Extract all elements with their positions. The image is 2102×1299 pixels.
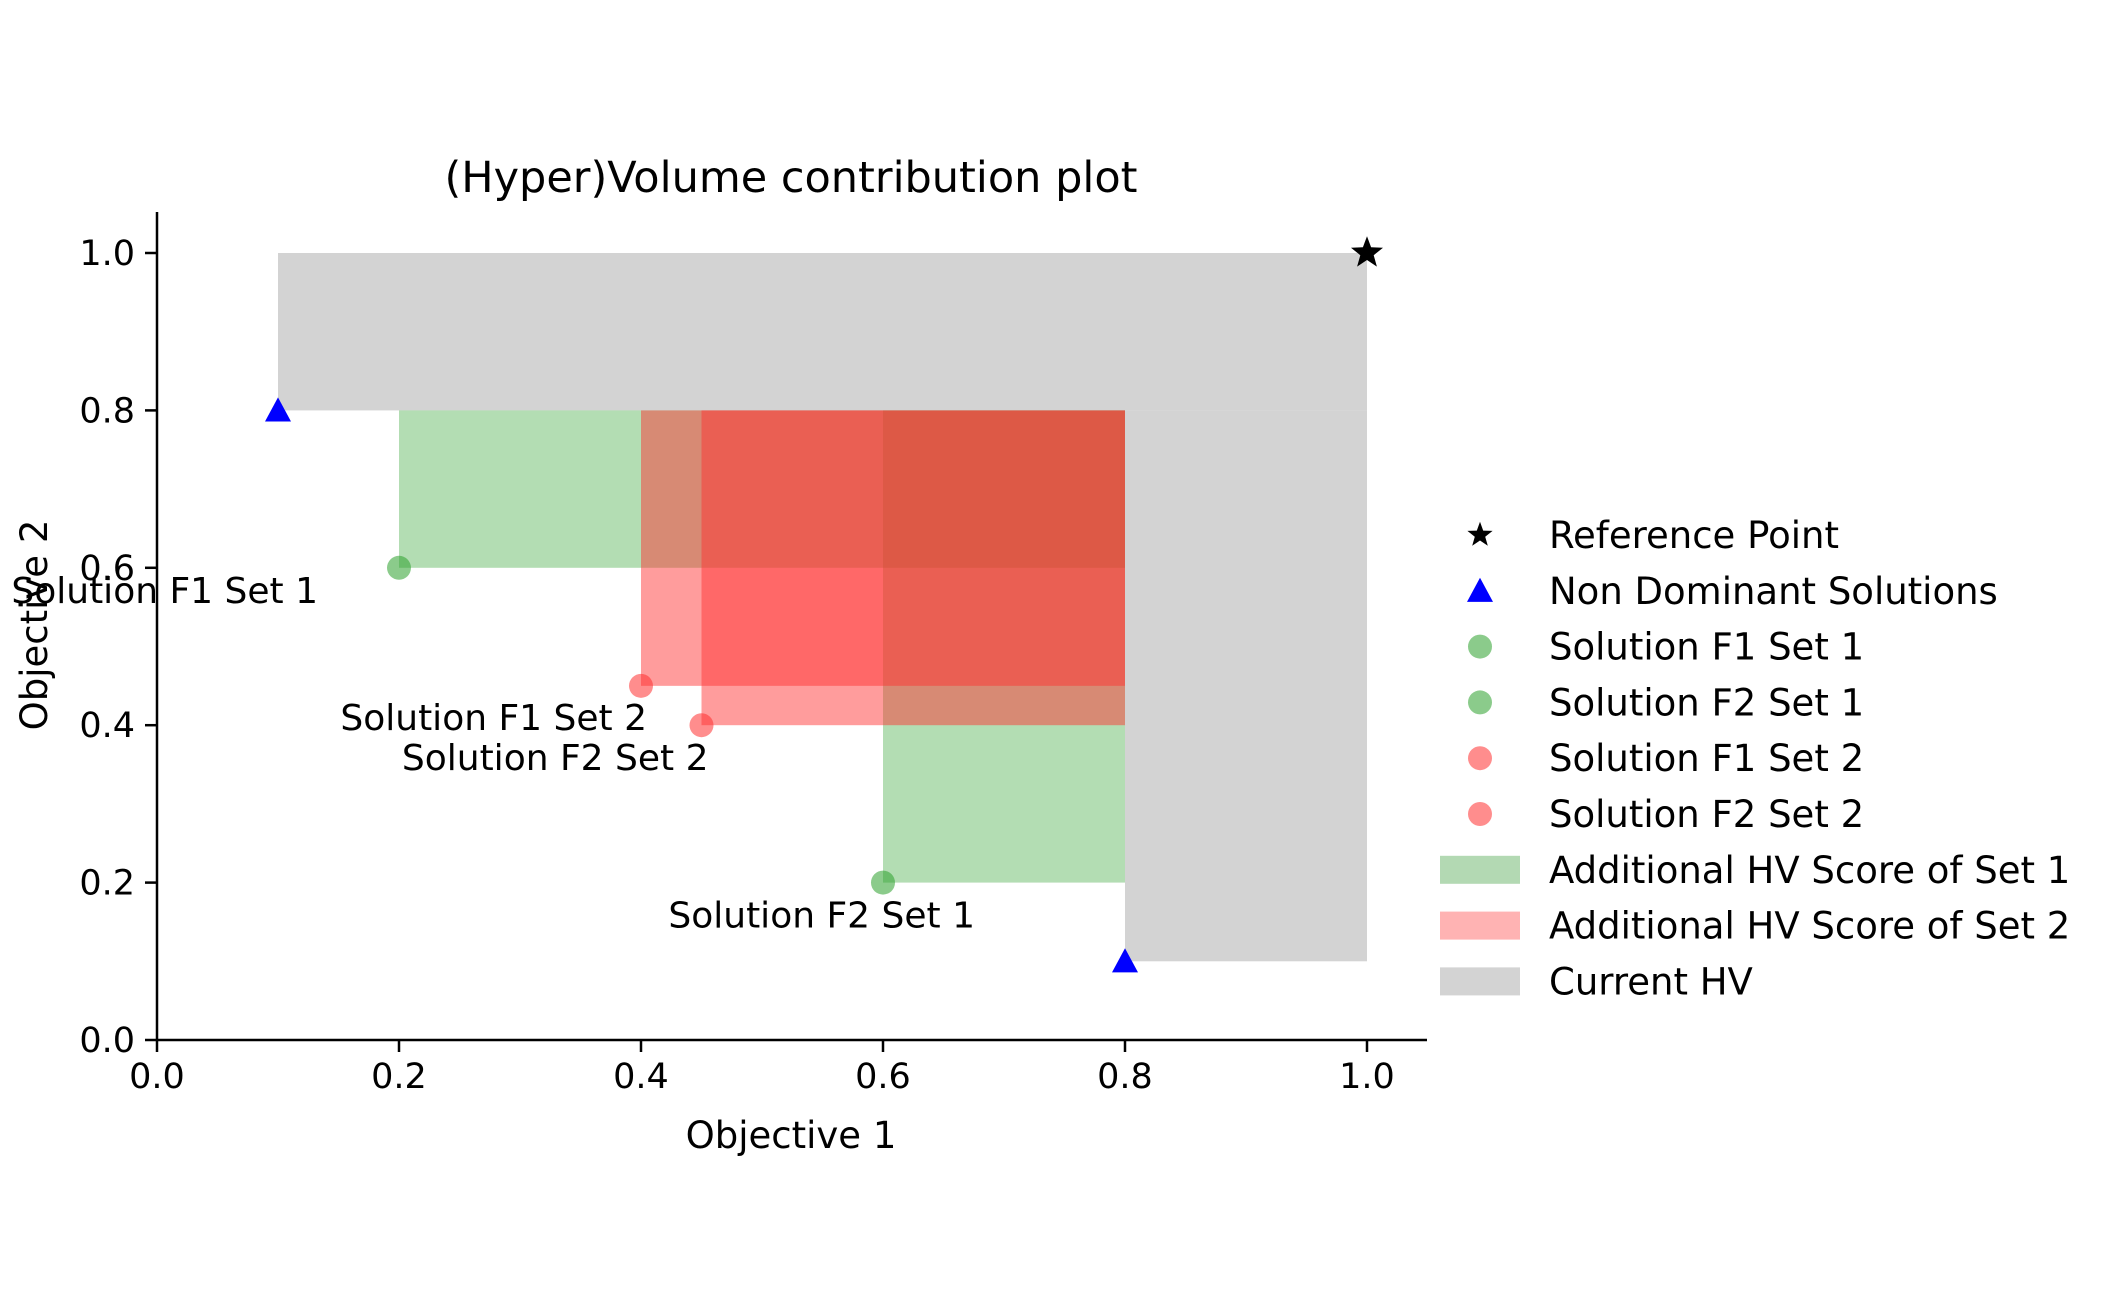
y-tick-label-1: 0.0: [79, 1021, 135, 1061]
y-tick-label-2: 0.2: [79, 864, 135, 904]
reference-point-marker: [1351, 236, 1383, 267]
y-axis-label: Objective 2: [13, 520, 56, 731]
solution-marker-1: [387, 555, 411, 580]
legend-label-6: Solution F2 Set 2: [1549, 793, 1864, 836]
legend-marker-6: [1468, 802, 1492, 826]
solution-label-2: Solution F2 Set 1: [668, 896, 975, 937]
current-hv-region-1: [278, 253, 1367, 411]
current-hv-region-2: [1125, 410, 1367, 962]
legend-marker-1: [1467, 521, 1493, 546]
legend-swatch-7: [1440, 855, 1520, 884]
legend-label-9: Current HV: [1549, 960, 1753, 1003]
y-tick-label-5: 0.8: [79, 391, 135, 431]
y-tick-label-6: 1.0: [79, 234, 135, 274]
axes: 0.0 0.2 0.4 0.6 0.8 1.0 0.0 0.2 0.4 0.6 0.8 1.0: [79, 212, 1427, 1097]
solution-marker-4: [689, 713, 714, 738]
legend-marker-3: [1468, 634, 1492, 659]
y-tick-label-4: 0.6: [79, 549, 135, 589]
set2-hv-region-3: [641, 410, 1125, 686]
x-tick-label-6: 1.0: [1339, 1057, 1395, 1097]
solution-label-3: Solution F1 Set 2: [340, 698, 647, 739]
x-tick-label-5: 0.8: [1097, 1057, 1153, 1097]
legend-label-1: Reference Point: [1549, 514, 1839, 557]
x-tick-label-1: 0.0: [129, 1057, 185, 1097]
non-dominant-marker-2: [1112, 948, 1138, 973]
legend-label-2: Non Dominant Solutions: [1549, 570, 1998, 613]
legend-label-7: Additional HV Score of Set 1: [1549, 849, 2070, 892]
x-tick-label-2: 0.2: [371, 1057, 427, 1097]
solution-marker-2: [871, 870, 895, 895]
legend-label-8: Additional HV Score of Set 2: [1549, 905, 2070, 948]
x-tick-label-4: 0.6: [855, 1057, 911, 1097]
legend-label-4: Solution F2 Set 1: [1549, 681, 1864, 724]
y-tick-label-3: 0.4: [79, 706, 135, 746]
set1-hv-region-2: [883, 410, 1125, 883]
set1-hv-region-1: [399, 410, 1125, 568]
solution-label-1: Solution F1 Set 1: [11, 571, 318, 612]
solution-label-4: Solution F2 Set 2: [402, 738, 709, 779]
legend-label-5: Solution F1 Set 2: [1549, 737, 1864, 780]
legend-marker-5: [1468, 746, 1492, 771]
non-dominant-marker-1: [265, 397, 291, 422]
set2-hv-region-4: [701, 410, 1125, 726]
solution-marker-3: [629, 673, 653, 698]
legend-swatch-9: [1440, 967, 1520, 996]
x-axis-label: Objective 1: [686, 1114, 897, 1157]
legend-marker-2: [1467, 577, 1493, 602]
chart-title: (Hyper)Volume contribution plot: [444, 153, 1137, 203]
legend-label-3: Solution F1 Set 1: [1549, 626, 1864, 669]
legend-swatch-8: [1440, 911, 1520, 940]
x-tick-label-3: 0.4: [613, 1057, 669, 1097]
legend: Reference Point Non Dominant Solutions Sol…: [1440, 514, 2070, 1003]
legend-marker-4: [1468, 690, 1492, 715]
plot-area: Solution F1 Set 1 Solution F2 Set 1 Soluti…: [11, 236, 1383, 973]
